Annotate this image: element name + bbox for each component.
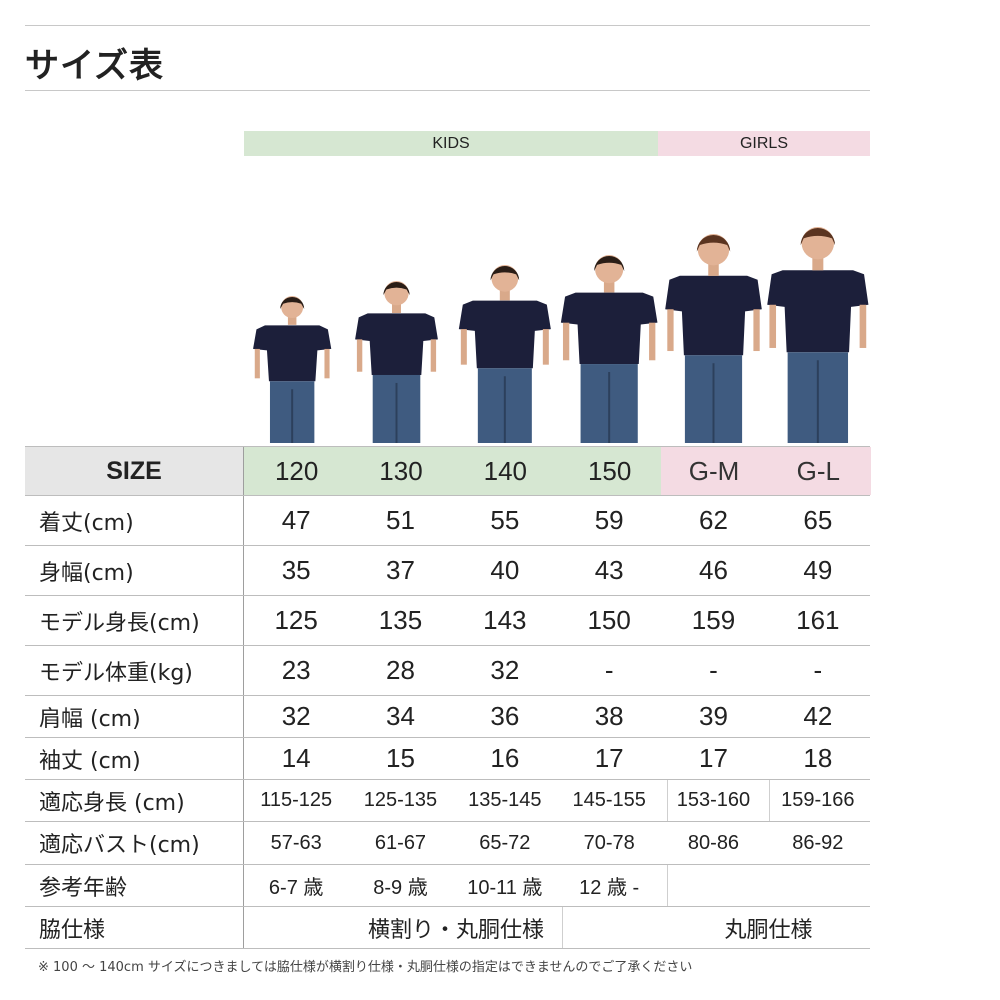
side-spec-kids: 横割り・丸胴仕様: [367, 916, 544, 942]
value-cell: 40: [490, 555, 520, 585]
row-label: 袖丈 (cm): [25, 738, 244, 779]
model-figure: [767, 227, 869, 443]
table-row: 袖丈 (cm) 14 15 16 17 17 18: [25, 738, 870, 780]
column-divider: [667, 780, 668, 821]
value-cell: 51: [386, 505, 415, 535]
model-figure: [458, 265, 551, 443]
column-divider: [769, 780, 770, 821]
value-cell: 70-78: [583, 831, 635, 854]
value-cell: 125: [274, 605, 318, 635]
row-label: 参考年齢: [25, 865, 244, 906]
value-cell: 35: [281, 555, 311, 585]
side-spec-girls: 丸胴仕様: [724, 916, 813, 942]
value-cell: 23: [281, 655, 311, 685]
model-figure: [253, 296, 332, 443]
value-cell: 32: [490, 655, 520, 685]
value-cell: 36: [490, 701, 520, 731]
value-cell: 16: [490, 743, 520, 773]
row-label: 脇仕様: [25, 907, 244, 948]
value-cell: 6-7 歳: [268, 877, 324, 899]
table-row: 脇仕様 横割り・丸胴仕様 丸胴仕様: [25, 907, 870, 949]
value-cell: 86-92: [792, 831, 844, 854]
value-cell: 37: [386, 555, 415, 585]
row-label: 適応バスト(cm): [25, 822, 244, 864]
row-label: 肩幅 (cm): [25, 696, 244, 737]
value-cell: 65: [803, 505, 833, 535]
footnote: ※ 100 〜 140cm サイズにつきましては脇仕様が横割り仕様・丸胴仕様の指…: [38, 960, 693, 975]
kids-group-header: KIDS: [244, 131, 658, 156]
title-rule: [25, 90, 870, 91]
top-rule: [25, 25, 870, 26]
value-cell: 15: [386, 743, 415, 773]
value-cell: 14: [281, 743, 311, 773]
value-cell: 57-63: [270, 831, 322, 854]
girls-group-header: GIRLS: [658, 131, 870, 156]
value-cell: -: [604, 655, 614, 685]
size-header-row: SIZE 120 130 140 150 G-M G-L: [25, 446, 871, 496]
value-cell: 135: [378, 605, 423, 635]
column-divider: [667, 865, 668, 906]
value-cell: -: [813, 655, 823, 685]
value-cell: -: [709, 655, 718, 685]
value-cell: 59: [594, 505, 624, 535]
value-cell: 61-67: [374, 831, 427, 854]
size-140: 140: [452, 447, 558, 495]
row-label: モデル身長(cm): [25, 596, 244, 645]
value-cell: 159-166: [781, 789, 855, 811]
model-figure: [665, 234, 762, 443]
table-row: 身幅(cm) 35 37 40 43 46 49: [25, 546, 870, 596]
value-cell: 49: [803, 555, 833, 585]
value-cell: 62: [699, 505, 728, 535]
value-cell: 47: [281, 505, 311, 535]
model-figure: [355, 281, 438, 443]
table-row: 肩幅 (cm) 32 34 36 38 39 42: [25, 696, 870, 738]
value-cell: 143: [483, 605, 527, 635]
value-cell: 39: [699, 701, 728, 731]
value-cell: 43: [594, 555, 624, 585]
column-divider: [562, 907, 563, 948]
value-cell: 28: [386, 655, 415, 685]
model-photos: [253, 227, 869, 443]
value-cell: 125-135: [363, 789, 438, 811]
value-cell: 159: [691, 605, 736, 635]
table-row: 着丈(cm) 47 51 55 59 62 65: [25, 496, 870, 546]
value-cell: 153-160: [676, 789, 751, 811]
size-120: 120: [244, 447, 350, 495]
value-cell: 150: [587, 605, 631, 635]
value-cell: 42: [803, 701, 833, 731]
value-cell: 34: [386, 701, 415, 731]
value-cell: 18: [803, 743, 833, 773]
size-g-l: G-L: [765, 447, 871, 495]
size-g-m: G-M: [661, 447, 767, 495]
row-label: 身幅(cm): [25, 546, 244, 595]
value-cell: 161: [796, 605, 840, 635]
page-title: サイズ表: [25, 46, 164, 86]
value-cell: 38: [594, 701, 624, 731]
size-150: 150: [557, 447, 663, 495]
row-label: 着丈(cm): [25, 496, 244, 545]
size-label: SIZE: [25, 447, 244, 495]
value-cell: 80-86: [687, 831, 740, 854]
table-row: モデル身長(cm) 125 135 143 150 159 161: [25, 596, 870, 646]
value-cell: 46: [699, 555, 728, 585]
table-row: モデル体重(kg) 23 28 32 - - -: [25, 646, 870, 696]
value-cell: 32: [281, 701, 311, 731]
size-130: 130: [348, 447, 454, 495]
model-figure: [560, 255, 658, 443]
table-row: 参考年齢 6-7 歳 8-9 歳 10-11 歳 12 歳 -: [25, 865, 870, 907]
value-cell: 17: [699, 743, 728, 773]
table-row: 適応身長 (cm) 115-125 125-135 135-145 145-155 153…: [25, 780, 870, 822]
table-row: 適応バスト(cm) 57-63 61-67 65-72 70-78 80-86 86-92: [25, 822, 870, 865]
row-label: モデル体重(kg): [25, 646, 244, 695]
row-label: 適応身長 (cm): [25, 780, 244, 821]
value-cell: 115-125: [260, 789, 333, 811]
value-cell: 12 歳 -: [579, 877, 640, 899]
value-cell: 10-11 歳: [467, 877, 543, 899]
value-cell: 145-155: [572, 789, 646, 811]
value-cell: 65-72: [479, 831, 531, 854]
value-cell: 17: [594, 743, 624, 773]
value-cell: 55: [490, 505, 520, 535]
value-cell: 135-145: [468, 789, 542, 811]
value-cell: 8-9 歳: [373, 877, 428, 899]
